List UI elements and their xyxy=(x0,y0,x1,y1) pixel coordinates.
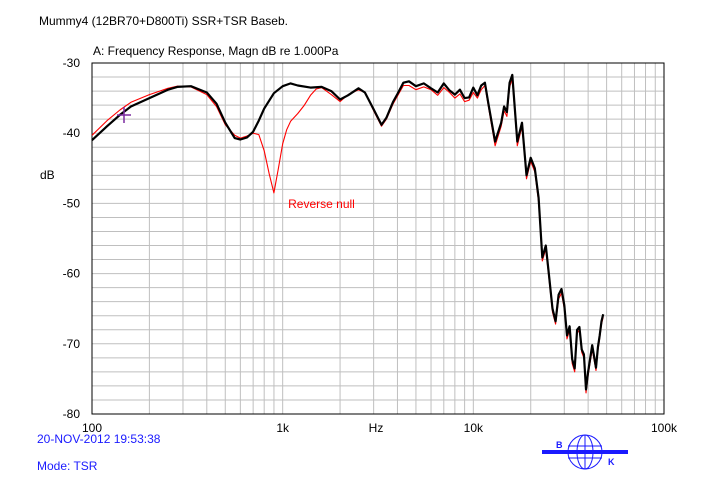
y-axis-label: dB xyxy=(40,168,55,182)
x-tick-label: 100 xyxy=(82,421,102,435)
data-series xyxy=(91,73,605,394)
series-line-red xyxy=(91,78,604,394)
cursor-marker xyxy=(117,107,131,123)
x-tick-label: 100k xyxy=(651,421,678,435)
chart-title: A: Frequency Response, Magn dB re 1.000P… xyxy=(93,44,339,58)
x-tick-label: 1k xyxy=(276,421,290,435)
annotation-reverse-null: Reverse null xyxy=(288,197,355,211)
y-tick-label: -40 xyxy=(63,126,81,140)
bk-logo: B K xyxy=(542,434,628,470)
timestamp: 20-NOV-2012 19:53:38 xyxy=(37,432,161,446)
page-title: Mummy4 (12BR70+D800Ti) SSR+TSR Baseb. xyxy=(39,14,288,28)
y-tick-label: -50 xyxy=(63,196,81,210)
annotations: Reverse null xyxy=(288,197,355,211)
x-tick-label: 10k xyxy=(464,421,484,435)
plot-area-border xyxy=(91,62,665,415)
x-axis-label: Hz xyxy=(369,421,384,435)
y-tick-label: -80 xyxy=(63,407,81,421)
mode-label: Mode: TSR xyxy=(37,459,98,473)
series-line-black xyxy=(91,73,605,391)
y-tick-label: -70 xyxy=(63,337,81,351)
logo-letter-k: K xyxy=(608,457,615,467)
logo-letter-b: B xyxy=(556,440,563,450)
y-tick-label: -60 xyxy=(63,267,81,281)
axis-tick-labels: 100 1k 10k 100k -30 -40 -50 -60 -70 -80 xyxy=(63,56,678,435)
chart-grid xyxy=(92,63,664,414)
y-tick-label: -30 xyxy=(63,56,81,70)
